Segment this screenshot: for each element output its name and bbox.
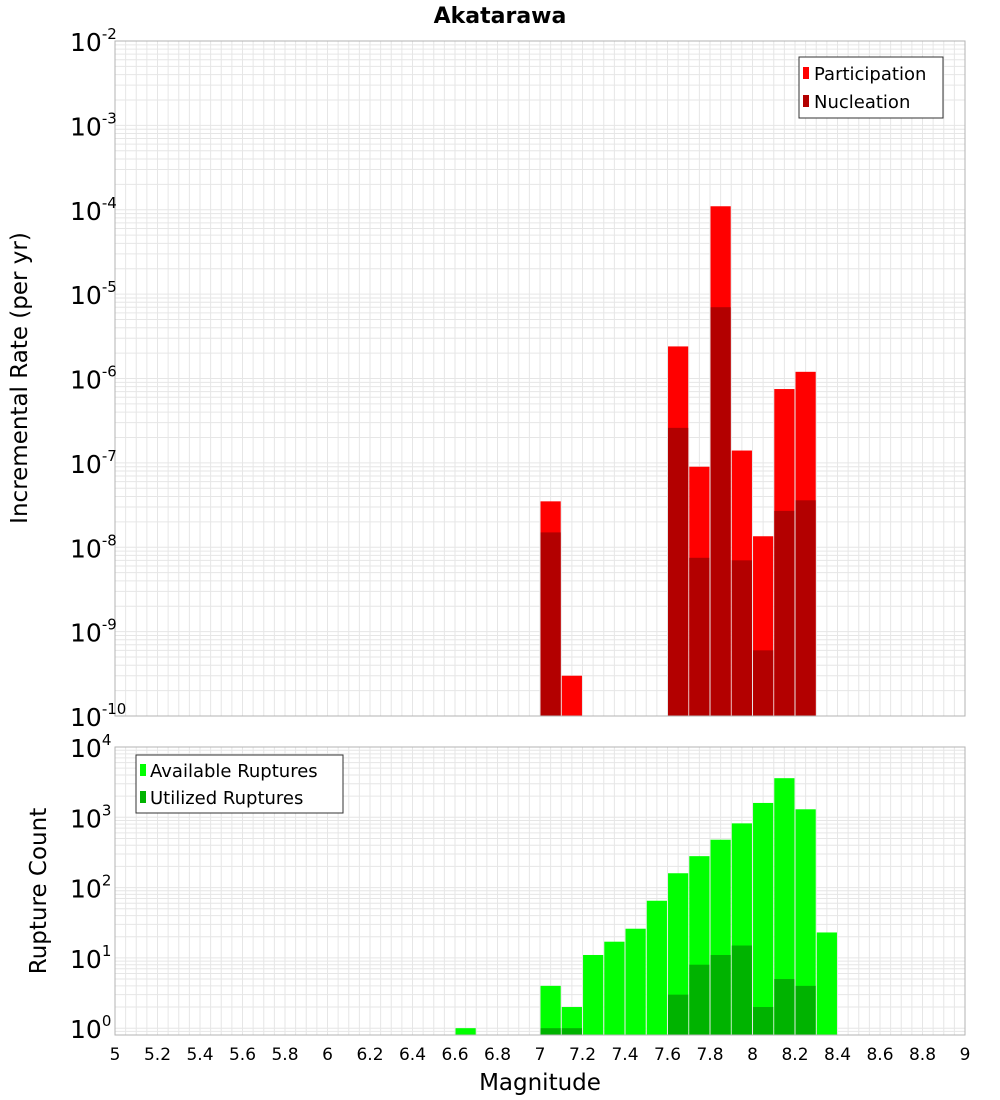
x-tick-label: 5.2 <box>144 1045 171 1065</box>
top-y-tick-label: 10-8 <box>70 531 117 563</box>
top-nucleation-bar <box>774 510 795 716</box>
bottom-available-ruptures-bar <box>646 900 667 1035</box>
bottom-y-tick-label: 104 <box>70 731 111 763</box>
x-tick-label: 7.4 <box>611 1045 638 1065</box>
bottom-utilized-ruptures-bar <box>689 964 710 1035</box>
top-y-tick-label: 10-2 <box>70 25 117 57</box>
bottom-utilized-ruptures-bar <box>774 979 795 1035</box>
top-plot-frame <box>114 40 966 717</box>
bottom-available-ruptures-bar <box>625 928 646 1035</box>
bottom-utilized-ruptures-bar <box>710 954 731 1035</box>
top-nucleation-bar <box>540 532 561 716</box>
bottom-plot-frame <box>114 746 966 1036</box>
bottom-legend-box <box>135 754 344 814</box>
x-tick-label: 6.4 <box>399 1045 426 1065</box>
bottom-utilized-ruptures-bar <box>561 1028 582 1035</box>
top-nucleation-bar <box>753 650 774 716</box>
bottom-available-ruptures-bar <box>795 809 816 1035</box>
top-legend-box <box>798 56 944 119</box>
top-legend: Participation Nucleation <box>798 56 944 119</box>
bottom-available-ruptures-bar <box>774 778 795 1035</box>
x-tick-label: 5.4 <box>186 1045 213 1065</box>
x-tick-label: 5.8 <box>271 1045 298 1065</box>
bottom-bars <box>455 778 837 1035</box>
bottom-available-ruptures-bar <box>604 941 625 1035</box>
bottom-utilized-ruptures-bar <box>795 985 816 1035</box>
x-tick-label: 6.2 <box>356 1045 383 1065</box>
bottom-available-ruptures-bar <box>583 954 604 1035</box>
top-y-tick-label: 10-9 <box>70 616 117 648</box>
bottom-gridlines <box>115 747 965 1035</box>
top-y-tick-label: 10-5 <box>70 278 117 310</box>
top-nucleation-bar <box>689 557 710 716</box>
x-tick-label: 8.2 <box>781 1045 808 1065</box>
x-tick-label: 8.6 <box>866 1045 893 1065</box>
nucleation-legend-label: Nucleation <box>814 92 910 113</box>
utilized-ruptures-legend-swatch <box>140 791 146 803</box>
x-tick-label: 7.8 <box>696 1045 723 1065</box>
participation-legend-swatch <box>803 67 809 79</box>
bottom-available-ruptures-bar <box>668 873 689 1035</box>
top-y-axis-label: Incremental Rate (per yr) <box>7 232 33 524</box>
top-y-tick-label: 10-3 <box>70 109 117 141</box>
participation-legend-label: Participation <box>814 64 926 85</box>
x-tick-label: 9 <box>960 1045 971 1065</box>
bottom-y-axis-label: Rupture Count <box>26 808 52 974</box>
bottom-y-tick-label: 101 <box>70 942 111 974</box>
bottom-y-tick-label: 100 <box>70 1012 111 1044</box>
bottom-y-tick-label: 103 <box>70 801 111 833</box>
bottom-utilized-ruptures-bar <box>753 1007 774 1035</box>
bottom-available-ruptures-bar <box>455 1028 476 1035</box>
top-nucleation-bar <box>731 560 752 716</box>
bottom-utilized-ruptures-bar <box>731 945 752 1035</box>
x-tick-label: 7.2 <box>569 1045 596 1065</box>
bottom-available-ruptures-bar <box>540 985 561 1035</box>
top-y-tick-label: 10-6 <box>70 363 117 395</box>
bottom-y-tick-labels: 104 103 102 101 100 <box>70 731 111 1044</box>
bottom-utilized-ruptures-bar <box>668 994 689 1035</box>
top-y-tick-labels: 10-2 10-3 10-4 10-5 10-6 10-7 10-8 10-9 10-10 <box>70 25 126 732</box>
rupture-count-panel: 104 103 102 101 100 Rupture Count Available … <box>26 731 970 1096</box>
top-y-tick-label: 10-4 <box>70 194 117 226</box>
x-tick-labels: 5 5.2 5.4 5.6 5.8 6 6.2 6.4 6.6 6.8 7 7.2 7.4 7.6 7.8 8… <box>110 1045 971 1065</box>
bottom-available-ruptures-bar <box>816 932 837 1035</box>
x-tick-label: 6.8 <box>484 1045 511 1065</box>
x-tick-label: 6 <box>322 1045 333 1065</box>
x-tick-label: 5 <box>110 1045 121 1065</box>
chart-title: Akatarawa <box>434 4 567 29</box>
top-participation-bar <box>561 675 582 716</box>
nucleation-legend-swatch <box>803 95 809 107</box>
x-tick-label: 7.6 <box>654 1045 681 1065</box>
top-nucleation-bar <box>795 500 816 716</box>
top-y-tick-label: 10-10 <box>70 700 126 732</box>
x-tick-label: 8 <box>747 1045 758 1065</box>
utilized-ruptures-legend-label: Utilized Ruptures <box>150 788 303 809</box>
bottom-utilized-ruptures-bar <box>540 1028 561 1035</box>
bottom-legend: Available Ruptures Utilized Ruptures <box>135 754 344 814</box>
top-bars <box>540 206 816 716</box>
x-axis-label: Magnitude <box>479 1070 601 1096</box>
x-tick-label: 7 <box>535 1045 546 1065</box>
top-nucleation-bar <box>710 307 731 716</box>
top-y-tick-label: 10-7 <box>70 447 117 479</box>
x-tick-label: 8.8 <box>909 1045 936 1065</box>
top-gridlines <box>115 41 965 716</box>
bottom-available-ruptures-bar <box>753 802 774 1035</box>
x-tick-label: 8.4 <box>824 1045 851 1065</box>
participation-nucleation-panel: 10-2 10-3 10-4 10-5 10-6 10-7 10-8 10-9 10-10 In… <box>7 25 966 732</box>
x-tick-label: 5.6 <box>229 1045 256 1065</box>
bottom-available-ruptures-bar <box>561 1007 582 1035</box>
x-tick-label: 6.6 <box>441 1045 468 1065</box>
available-ruptures-legend-label: Available Ruptures <box>150 761 318 782</box>
bottom-y-tick-label: 102 <box>70 872 111 904</box>
available-ruptures-legend-swatch <box>140 764 146 776</box>
top-nucleation-bar <box>668 427 689 716</box>
